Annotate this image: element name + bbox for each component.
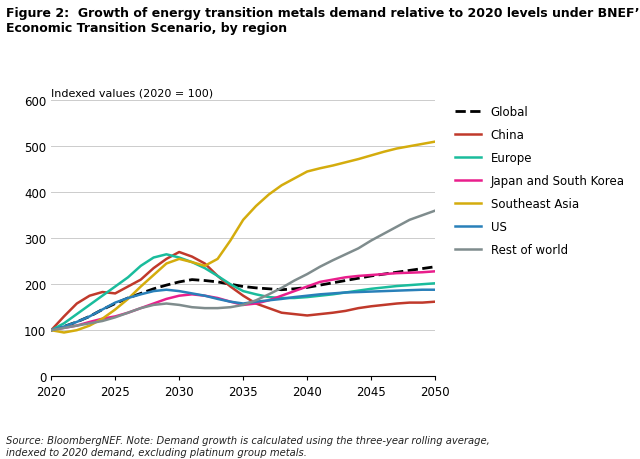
Text: Figure 2:  Growth of energy transition metals demand relative to 2020 levels und: Figure 2: Growth of energy transition me…	[6, 7, 640, 20]
Text: Indexed values (2020 = 100): Indexed values (2020 = 100)	[51, 89, 213, 99]
Legend: Global, China, Europe, Japan and South Korea, Southeast Asia, US, Rest of world: Global, China, Europe, Japan and South K…	[451, 101, 629, 261]
Text: Economic Transition Scenario, by region: Economic Transition Scenario, by region	[6, 22, 287, 35]
Text: Source: BloombergNEF. Note: Demand growth is calculated using the three-year rol: Source: BloombergNEF. Note: Demand growt…	[6, 435, 490, 457]
